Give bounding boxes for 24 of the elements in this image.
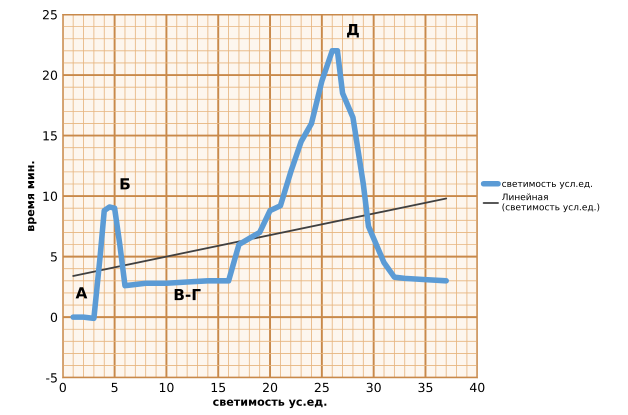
- x-tick-label: 20: [263, 382, 278, 392]
- annotation: В-Г: [174, 289, 201, 300]
- x-tick-label: 30: [366, 382, 381, 392]
- annotation: Д: [347, 24, 359, 38]
- y-tick-label: -5: [46, 373, 57, 383]
- x-tick-label: 0: [60, 382, 66, 392]
- y-tick-label: 10: [43, 192, 58, 202]
- x-tick-label: 40: [470, 382, 484, 392]
- x-tick-label: 5: [112, 382, 118, 392]
- y-tick-label: 20: [42, 70, 58, 80]
- y-axis-title: время мин.: [28, 162, 36, 231]
- x-tick-label: 15: [212, 382, 226, 392]
- x-tick-label: 25: [314, 382, 329, 392]
- x-axis-title: светимость ус.ед.: [213, 400, 326, 408]
- annotation: А: [76, 287, 88, 298]
- x-tick-label: 10: [160, 382, 174, 392]
- y-tick-label: 5: [50, 252, 57, 262]
- y-tick-label: 0: [50, 312, 58, 322]
- annotation: Б: [120, 178, 130, 190]
- x-tick-label: 35: [418, 382, 432, 392]
- y-tick-label: 25: [42, 10, 57, 20]
- legend-label: светимость усл.ед.: [502, 182, 592, 189]
- y-tick-label: 15: [43, 131, 57, 140]
- legend-label: Линейная (светимость усл.ед.): [502, 193, 600, 212]
